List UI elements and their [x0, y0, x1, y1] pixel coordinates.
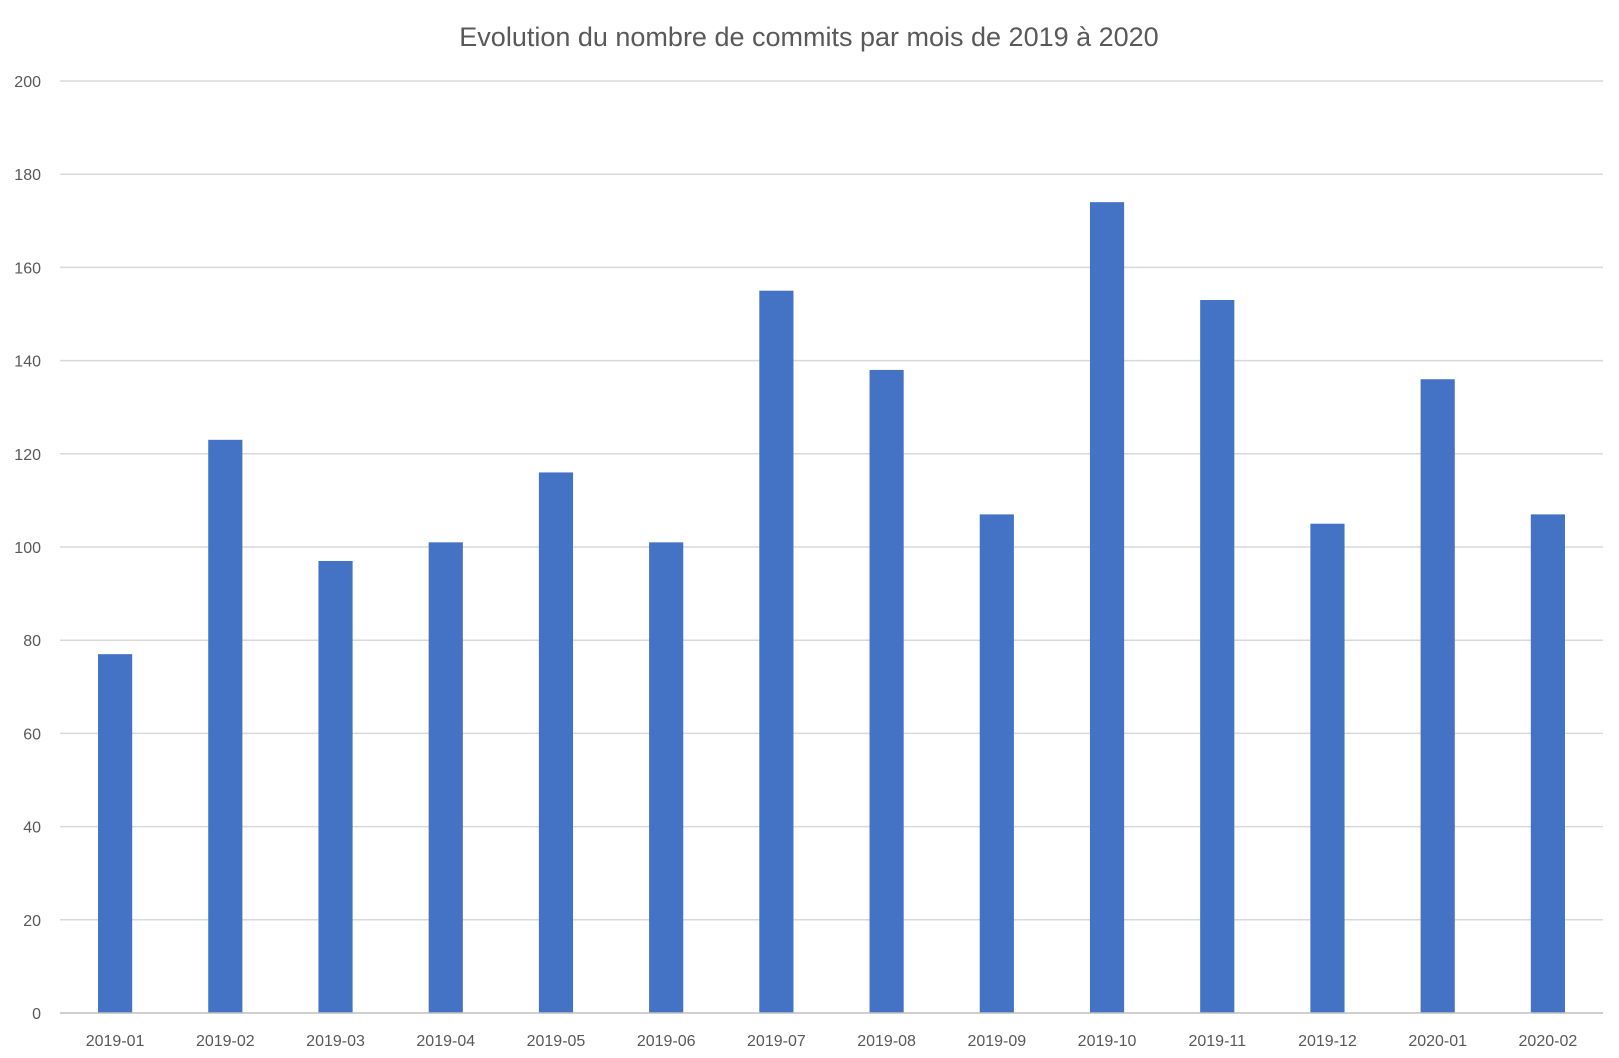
y-tick-label: 40	[23, 820, 41, 837]
y-tick-label: 180	[14, 167, 41, 184]
x-tick-label: 2019-01	[86, 1033, 145, 1050]
y-tick-label: 0	[32, 1006, 41, 1023]
y-tick-label: 100	[14, 540, 41, 557]
x-tick-label: 2020-01	[1408, 1033, 1467, 1050]
bar-2019-09	[979, 514, 1014, 1013]
y-tick-label: 80	[23, 633, 41, 650]
chart-title: Evolution du nombre de commits par mois …	[459, 22, 1158, 52]
y-tick-label: 160	[14, 260, 41, 277]
y-tick-label: 20	[23, 913, 41, 930]
x-tick-label: 2019-05	[527, 1033, 586, 1050]
x-tick-label: 2019-03	[306, 1033, 365, 1050]
x-tick-label: 2020-02	[1519, 1033, 1578, 1050]
bar-2019-06	[649, 542, 684, 1013]
y-tick-label: 200	[14, 74, 41, 91]
x-tick-label: 2019-09	[967, 1033, 1026, 1050]
x-axis-ticks: 2019-01 2019-02 2019-03 2019-04 2019-05 2019-…	[86, 1033, 1578, 1050]
x-tick-label: 2019-04	[416, 1033, 475, 1050]
bar-2020-01	[1420, 379, 1455, 1013]
x-tick-label: 2019-07	[747, 1033, 806, 1050]
bar-2019-03	[318, 560, 353, 1013]
bar-2019-10	[1089, 202, 1125, 1013]
y-tick-label: 60	[23, 726, 41, 743]
bar-2019-07	[759, 290, 794, 1013]
gridlines	[60, 80, 1603, 921]
bar-2019-11	[1200, 300, 1235, 1013]
x-tick-label: 2019-11	[1188, 1033, 1246, 1050]
bar-2019-01	[98, 654, 133, 1013]
bar-2019-04	[428, 542, 463, 1013]
x-tick-label: 2019-08	[857, 1033, 916, 1050]
bars	[98, 202, 1565, 1013]
y-axis-ticks: 0 20 40 60 80 100 120 140 160 180 200	[14, 74, 41, 1023]
x-tick-label: 2019-12	[1298, 1033, 1357, 1050]
bar-2019-12	[1310, 523, 1345, 1013]
bar-2019-02	[208, 439, 243, 1013]
bar-2019-08	[869, 369, 904, 1013]
bar-2020-02	[1530, 514, 1565, 1013]
y-tick-label: 120	[14, 447, 41, 464]
x-tick-label: 2019-06	[637, 1033, 696, 1050]
x-tick-label: 2019-10	[1078, 1033, 1137, 1050]
x-tick-label: 2019-02	[196, 1033, 255, 1050]
y-tick-label: 140	[14, 354, 41, 371]
bar-2019-05	[538, 472, 574, 1013]
